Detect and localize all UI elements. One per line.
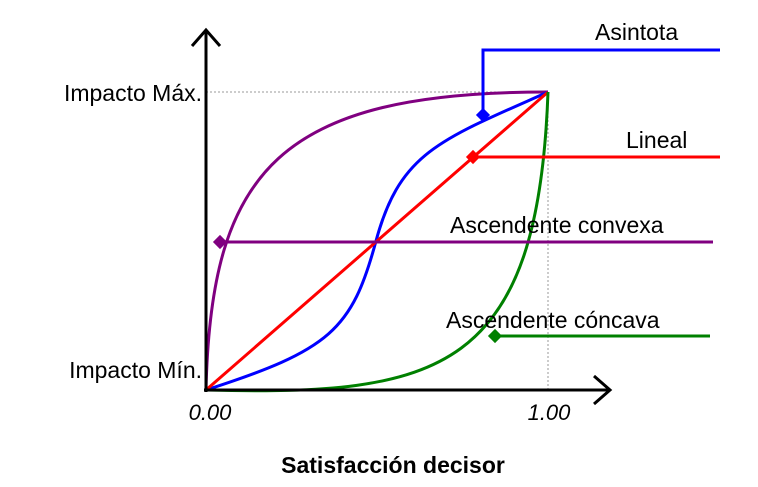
marker-convexa	[212, 234, 228, 250]
marker-concava	[487, 328, 503, 344]
x-axis-title: Satisfacción decisor	[281, 452, 505, 478]
x-tick-1: 1.00	[528, 400, 572, 425]
label-asintota: Asintota	[595, 19, 678, 45]
x-axis-arrow	[593, 374, 613, 406]
marker-lineal	[465, 149, 481, 165]
y-axis-arrow	[190, 27, 222, 47]
label-concava: Ascendente cóncava	[446, 307, 660, 333]
y-tick-min: Impacto Mín.	[69, 357, 202, 383]
label-lineal: Lineal	[626, 127, 687, 153]
label-convexa: Ascendente convexa	[450, 212, 664, 238]
series-ascendente-convexa	[204, 90, 549, 391]
x-tick-0: 0.00	[189, 400, 233, 425]
callout-asintota	[481, 48, 720, 115]
y-tick-max: Impacto Máx.	[64, 80, 202, 106]
marker-asintota	[475, 107, 491, 123]
